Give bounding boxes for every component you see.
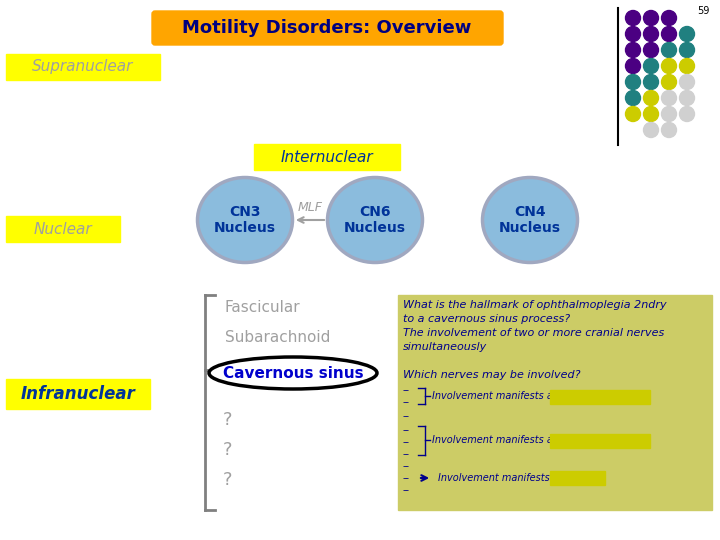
- FancyBboxPatch shape: [398, 295, 712, 510]
- Text: --: --: [403, 473, 410, 483]
- Text: CN4
Nucleus: CN4 Nucleus: [499, 205, 561, 235]
- Circle shape: [644, 43, 659, 57]
- Text: --: --: [403, 485, 410, 495]
- Text: The involvement of two or more cranial nerves: The involvement of two or more cranial n…: [403, 328, 665, 338]
- Circle shape: [680, 75, 695, 90]
- Text: --: --: [403, 411, 410, 421]
- Circle shape: [644, 106, 659, 122]
- Circle shape: [662, 26, 677, 42]
- Circle shape: [662, 106, 677, 122]
- Circle shape: [644, 123, 659, 138]
- Text: MLF: MLF: [297, 201, 323, 214]
- Ellipse shape: [197, 178, 292, 262]
- Text: 59: 59: [698, 6, 710, 16]
- Text: CN3
Nucleus: CN3 Nucleus: [214, 205, 276, 235]
- Ellipse shape: [482, 178, 577, 262]
- Text: ?: ?: [223, 411, 233, 429]
- Circle shape: [680, 26, 695, 42]
- Text: Internuclear: Internuclear: [281, 150, 373, 165]
- Circle shape: [662, 43, 677, 57]
- Text: Involvement manifests as: Involvement manifests as: [432, 391, 558, 401]
- Text: --: --: [403, 449, 410, 459]
- Text: ?: ?: [223, 471, 233, 489]
- Text: CN6
Nucleus: CN6 Nucleus: [344, 205, 406, 235]
- Text: Subarachnoid: Subarachnoid: [225, 330, 330, 346]
- Circle shape: [626, 75, 641, 90]
- Circle shape: [644, 91, 659, 105]
- Circle shape: [680, 43, 695, 57]
- Text: to a cavernous sinus process?: to a cavernous sinus process?: [403, 314, 570, 324]
- Circle shape: [626, 10, 641, 25]
- Text: Fascicular: Fascicular: [225, 300, 301, 314]
- Text: --: --: [403, 425, 410, 435]
- Circle shape: [662, 10, 677, 25]
- Circle shape: [644, 26, 659, 42]
- FancyBboxPatch shape: [6, 216, 120, 242]
- Text: ?: ?: [223, 441, 233, 459]
- Text: --: --: [403, 437, 410, 447]
- Circle shape: [644, 75, 659, 90]
- Text: Cavernous sinus: Cavernous sinus: [222, 366, 364, 381]
- Text: --: --: [403, 397, 410, 407]
- Text: Nuclear: Nuclear: [34, 221, 92, 237]
- Text: --: --: [403, 385, 410, 395]
- Circle shape: [680, 58, 695, 73]
- Circle shape: [662, 75, 677, 90]
- FancyBboxPatch shape: [550, 390, 650, 404]
- Circle shape: [662, 58, 677, 73]
- Text: Supranuclear: Supranuclear: [32, 59, 134, 75]
- Circle shape: [644, 10, 659, 25]
- FancyBboxPatch shape: [6, 54, 160, 80]
- FancyBboxPatch shape: [6, 379, 150, 409]
- Text: Which nerves may be involved?: Which nerves may be involved?: [403, 370, 580, 380]
- Circle shape: [626, 58, 641, 73]
- Circle shape: [644, 58, 659, 73]
- Text: Involvement manifests as: Involvement manifests as: [432, 435, 558, 445]
- Ellipse shape: [328, 178, 423, 262]
- Text: Infranuclear: Infranuclear: [21, 385, 135, 403]
- Circle shape: [662, 91, 677, 105]
- Circle shape: [626, 26, 641, 42]
- Circle shape: [626, 43, 641, 57]
- FancyBboxPatch shape: [550, 471, 605, 485]
- Text: What is the hallmark of ophthalmoplegia 2ndry: What is the hallmark of ophthalmoplegia …: [403, 300, 667, 310]
- Ellipse shape: [209, 357, 377, 389]
- FancyBboxPatch shape: [152, 11, 503, 45]
- Text: simultaneously: simultaneously: [403, 342, 487, 352]
- Circle shape: [680, 91, 695, 105]
- Text: Motility Disorders: Overview: Motility Disorders: Overview: [182, 19, 472, 37]
- Circle shape: [626, 106, 641, 122]
- Circle shape: [626, 91, 641, 105]
- FancyBboxPatch shape: [550, 434, 650, 448]
- Circle shape: [680, 106, 695, 122]
- Text: Involvement manifests as: Involvement manifests as: [438, 473, 564, 483]
- FancyBboxPatch shape: [254, 144, 400, 170]
- Text: --: --: [403, 461, 410, 471]
- Circle shape: [662, 123, 677, 138]
